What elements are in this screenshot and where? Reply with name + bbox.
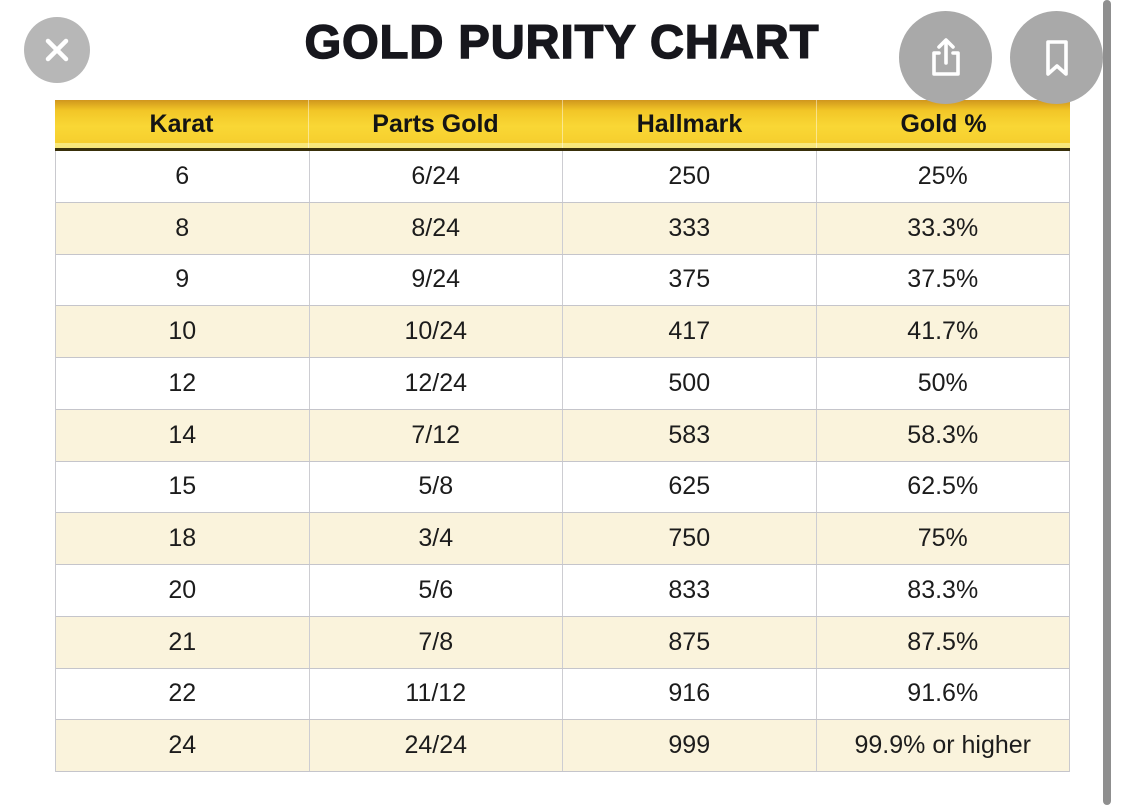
table-cell: 24/24: [310, 720, 563, 771]
table-cell: 99.9% or higher: [854, 731, 1031, 760]
table-cell: 916: [563, 668, 817, 720]
table-cell: 250: [563, 151, 817, 202]
table-row: 9 9/24 375 37.5%: [56, 254, 1069, 307]
table-cell: 75%: [917, 524, 968, 553]
close-icon: [40, 33, 74, 67]
close-button[interactable]: [24, 17, 90, 83]
table-cell: 833: [563, 565, 817, 616]
column-header-parts-gold: Parts Gold: [309, 100, 563, 148]
table-cell: 9/24: [310, 254, 563, 306]
table-cell: 11/12: [310, 668, 563, 720]
table-cell: 8: [56, 202, 310, 254]
table-cell: 15: [56, 461, 310, 513]
table-cell: 12: [56, 358, 310, 409]
table-cell: 750: [563, 513, 817, 564]
table-row: 22 11/12 916 91.6%: [56, 668, 1069, 721]
column-header-gold-pct: Gold %: [900, 109, 987, 138]
table-header-row: Karat Parts Gold Hallmark Gold %: [55, 100, 1070, 151]
table-cell: 875: [563, 616, 817, 668]
table-cell: 417: [563, 306, 817, 357]
table-cell: 500: [563, 358, 817, 409]
table-cell: 6/24: [310, 151, 563, 202]
table-body: 6 6/24 250 25% 8 8/24 333 33.3% 9 9/24 375 37.5% 10 1…: [55, 151, 1070, 772]
table-row: 12 12/24 500 50%: [56, 358, 1069, 410]
bookmark-icon: [1033, 34, 1081, 82]
table-row: 21 7/8 875 87.5%: [56, 616, 1069, 669]
table-cell: 83.3%: [907, 575, 979, 604]
table-cell: 62.5%: [907, 472, 979, 501]
gold-purity-table: Karat Parts Gold Hallmark Gold % 6 6/24 25…: [55, 100, 1070, 772]
table-row: 20 5/6 833 83.3%: [56, 565, 1069, 617]
scrollbar-thumb[interactable]: [1103, 0, 1111, 805]
table-cell: 91.6%: [907, 679, 979, 708]
table-row: 8 8/24 333 33.3%: [56, 202, 1069, 255]
table-cell: 5/8: [310, 461, 563, 513]
page-title: GOLD PURITY CHART: [304, 14, 820, 69]
table-cell: 6: [56, 151, 310, 202]
table-cell: 9: [56, 254, 310, 306]
table-cell: 333: [563, 202, 817, 254]
table-cell: 21: [56, 616, 310, 668]
column-header-hallmark: Hallmark: [563, 100, 817, 148]
table-cell: 8/24: [310, 202, 563, 254]
table-cell: 5/6: [310, 565, 563, 616]
column-header-karat: Karat: [55, 100, 309, 148]
share-button[interactable]: [899, 11, 992, 104]
table-cell: 12/24: [310, 358, 563, 409]
table-cell: 50%: [917, 368, 968, 397]
table-cell: 41.7%: [907, 317, 979, 346]
table-cell: 33.3%: [907, 213, 979, 242]
table-cell: 583: [563, 409, 817, 461]
table-row: 6 6/24 250 25%: [56, 151, 1069, 203]
table-cell: 25%: [917, 161, 968, 190]
table-row: 24 24/24 999 99.9% or higher: [56, 720, 1069, 772]
table-row: 18 3/4 750 75%: [56, 513, 1069, 565]
table-cell: 58.3%: [907, 420, 979, 449]
table-cell: 375: [563, 254, 817, 306]
table-row: 10 10/24 417 41.7%: [56, 306, 1069, 358]
share-icon: [922, 34, 970, 82]
table-cell: 3/4: [310, 513, 563, 564]
table-cell: 14: [56, 409, 310, 461]
table-cell: 22: [56, 668, 310, 720]
table-cell: 7/8: [310, 616, 563, 668]
table-cell: 24: [56, 720, 310, 771]
table-cell: 20: [56, 565, 310, 616]
table-cell: 999: [563, 720, 817, 771]
table-row: 14 7/12 583 58.3%: [56, 409, 1069, 462]
table-cell: 7/12: [310, 409, 563, 461]
table-cell: 625: [563, 461, 817, 513]
table-row: 15 5/8 625 62.5%: [56, 461, 1069, 514]
table-cell: 87.5%: [907, 627, 979, 656]
bookmark-button[interactable]: [1010, 11, 1103, 104]
table-cell: 18: [56, 513, 310, 564]
table-cell: 37.5%: [907, 265, 979, 294]
table-cell: 10: [56, 306, 310, 357]
table-cell: 10/24: [310, 306, 563, 357]
